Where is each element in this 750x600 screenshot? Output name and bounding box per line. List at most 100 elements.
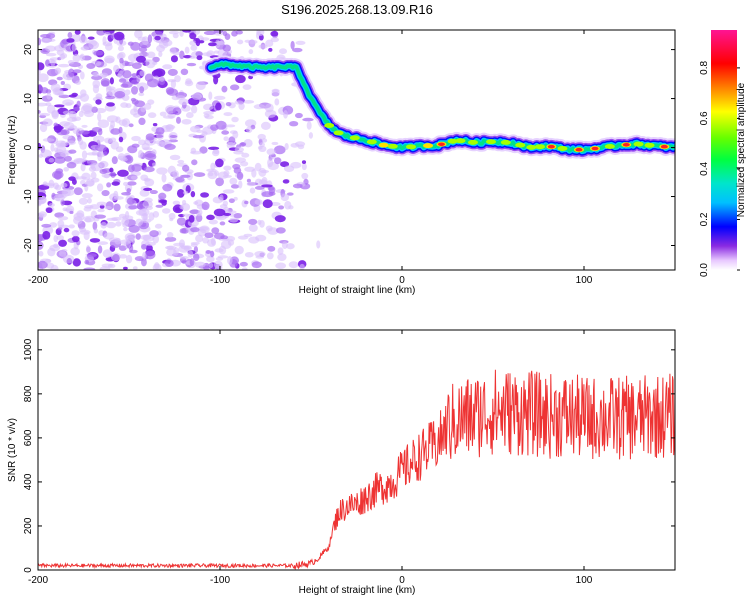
noise-blob	[56, 145, 67, 155]
noise-blob	[189, 125, 201, 133]
noise-blob	[299, 263, 305, 270]
noise-blob	[159, 111, 167, 117]
noise-blob	[213, 75, 219, 85]
noise-blob	[45, 262, 55, 269]
noise-blob	[46, 33, 56, 39]
noise-blob	[97, 245, 103, 254]
noise-blob	[192, 135, 205, 139]
noise-blob	[113, 203, 121, 212]
noise-blob	[68, 94, 77, 98]
noise-blob	[190, 147, 197, 154]
noise-blob	[187, 250, 194, 258]
noise-blob	[207, 170, 218, 180]
noise-blob	[189, 55, 196, 59]
noise-blob	[180, 174, 191, 178]
noise-blob	[176, 188, 185, 198]
ridge-peak	[660, 144, 668, 149]
noise-blob	[97, 208, 105, 213]
spectrogram-xlabel: Height of straight line (km)	[299, 285, 416, 296]
noise-blob	[260, 121, 271, 130]
noise-blob	[122, 70, 132, 79]
noise-blob	[146, 51, 156, 59]
noise-blob	[138, 47, 148, 53]
noise-blob	[78, 138, 84, 146]
noise-blob	[92, 71, 100, 77]
noise-blob	[38, 250, 44, 257]
noise-blob	[189, 209, 200, 215]
noise-blob	[267, 158, 274, 168]
noise-blob	[96, 183, 104, 192]
noise-blob	[223, 165, 232, 171]
noise-blob	[71, 43, 77, 52]
noise-blob	[38, 233, 43, 243]
noise-blob	[249, 187, 256, 194]
noise-blob	[208, 91, 213, 100]
noise-blob	[79, 55, 84, 59]
ridge-hotspot	[333, 130, 344, 136]
noise-blob	[143, 166, 155, 173]
noise-blob	[279, 48, 288, 55]
noise-blob	[72, 258, 81, 267]
noise-blob	[81, 193, 93, 199]
noise-blob	[190, 105, 198, 114]
noise-blob	[235, 74, 246, 84]
noise-blob	[242, 99, 255, 104]
noise-blob	[271, 88, 280, 93]
noise-blob	[45, 207, 53, 214]
y-tick-label: 0	[23, 144, 34, 150]
noise-blob	[136, 74, 141, 83]
noise-blob	[190, 45, 198, 51]
noise-blob	[123, 227, 128, 232]
noise-blob	[75, 158, 88, 163]
x-tick-label: -100	[210, 575, 230, 586]
ridge-hotspot	[604, 144, 615, 150]
noise-blob	[302, 117, 314, 122]
noise-blob	[219, 194, 224, 202]
noise-blob	[244, 251, 254, 258]
noise-blob	[238, 180, 243, 189]
noise-blob	[166, 231, 174, 238]
y-tick-label: 200	[23, 517, 34, 534]
noise-blob	[172, 107, 182, 116]
ridge-peak	[547, 144, 555, 149]
noise-blob	[206, 214, 215, 221]
noise-blob	[222, 44, 231, 52]
noise-blob	[80, 71, 85, 80]
noise-blob	[261, 184, 273, 188]
noise-blob	[67, 31, 73, 39]
noise-blob	[175, 176, 185, 183]
noise-blob	[251, 168, 257, 178]
noise-blob	[66, 161, 77, 169]
noise-blob	[173, 247, 179, 256]
ridge-hotspot	[644, 142, 655, 148]
noise-blob	[161, 208, 171, 214]
ridge-peak	[622, 142, 630, 147]
noise-blob	[100, 221, 107, 229]
noise-blob	[165, 87, 175, 95]
noise-blob	[106, 182, 112, 188]
noise-blob	[101, 189, 110, 197]
noise-blob	[167, 68, 178, 76]
noise-blob	[52, 170, 64, 180]
noise-blob	[90, 162, 103, 172]
x-tick-label: -200	[28, 575, 48, 586]
y-tick-label: 10	[23, 93, 34, 105]
noise-blob	[68, 224, 75, 229]
noise-blob	[131, 143, 140, 148]
noise-blob	[244, 200, 249, 205]
noise-blob	[204, 114, 214, 120]
noise-blob	[101, 80, 110, 87]
noise-blob	[179, 228, 187, 234]
noise-blob	[221, 85, 228, 93]
noise-blob	[138, 139, 147, 146]
noise-blob	[78, 35, 88, 44]
y-tick-label: 20	[23, 44, 34, 56]
noise-blob	[229, 130, 238, 135]
noise-blob	[223, 170, 230, 176]
noise-blob	[45, 52, 57, 57]
noise-blob	[75, 176, 87, 180]
noise-blob	[57, 219, 65, 228]
colorbar-label: Normalized spectral amplitude	[736, 82, 747, 217]
noise-blob	[128, 224, 140, 233]
noise-blob	[83, 231, 90, 241]
